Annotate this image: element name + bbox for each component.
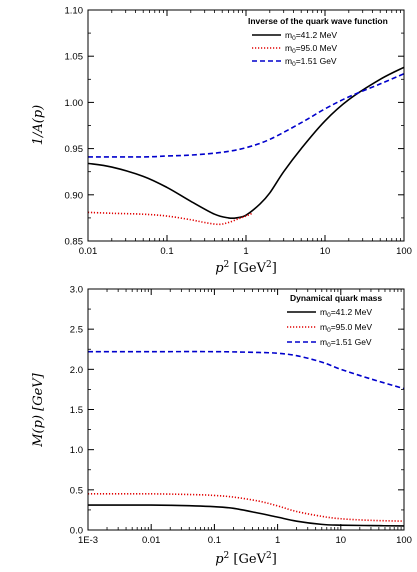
panel-1-legend-label-3: m0=1.51 GeV <box>285 56 337 68</box>
panel-2-y-tick-label: 0.5 <box>70 485 83 496</box>
panel-2: 1E-3 0.01 0.1 1 10 100 0.0 0.5 1.0 1.5 2.0 2.5 3.0 D… <box>31 285 412 568</box>
panel-2-legend-label-1: m0=41.2 MeV <box>320 307 372 319</box>
panel-1-marks <box>87 66 405 226</box>
panel-2-marks <box>87 350 405 527</box>
panel-1-y-tick-label: 1.10 <box>65 6 84 17</box>
panel-2-legend-label-2: m0=95.0 MeV <box>320 322 372 334</box>
panel-2-x-tick-label: 0.01 <box>142 535 161 546</box>
panel-2-y-tick-label: 1.5 <box>70 405 83 416</box>
panel-1-x-tick-label: 0.1 <box>160 246 173 257</box>
panel-1-y-tick-label: 0.95 <box>65 144 84 155</box>
panel-1-x-tick-label: 1 <box>243 246 248 257</box>
panel-2-y-tick-label: 2.5 <box>70 325 83 336</box>
panel-2-legend-title: Dynamical quark mass <box>290 293 382 303</box>
panel-2-legend-label-3: m0=1.51 GeV <box>320 337 372 349</box>
panel-1-x-tick-label: 0.01 <box>79 246 98 257</box>
panel-2-x-tick-label: 100 <box>396 535 412 546</box>
panel-1-legend-label-1: m0=41.2 MeV <box>285 30 337 42</box>
panel-1-series-3-line <box>87 73 405 158</box>
panel-1-series-2-line <box>87 211 253 226</box>
panel-2-y-tick-label: 2.0 <box>70 365 83 376</box>
panel-2-y-axis-label: M(p) [GeV] <box>31 372 46 447</box>
panel-1-y-tick-label: 1.00 <box>65 98 84 109</box>
panel-2-series-2-line <box>87 492 405 522</box>
panel-1-legend-title: Inverse of the quark wave function <box>248 16 388 26</box>
panel-1-x-axis-label: p2 [GeV2] <box>215 260 277 276</box>
panel-1-ticks: 0.01 0.1 1 10 100 0.85 0.90 0.95 1.00 1.05 1.10 <box>65 6 412 258</box>
panel-2-x-tick-label: 1E-3 <box>78 535 98 546</box>
panel-1-y-tick-label: 0.90 <box>65 190 84 201</box>
panel-1-legend: Inverse of the quark wave function m0=41… <box>248 16 388 68</box>
panel-2-x-tick-label: 0.1 <box>208 535 221 546</box>
panel-2-ticks: 1E-3 0.01 0.1 1 10 100 0.0 0.5 1.0 1.5 2.0 2.5 3.0 <box>70 285 412 547</box>
panel-1-y-tick-label: 0.85 <box>65 237 84 248</box>
panel-2-series-3-line <box>88 350 405 390</box>
panel-2-y-tick-label: 3.0 <box>70 285 83 296</box>
panel-2-y-tick-label: 1.0 <box>70 445 83 456</box>
panel-2-y-tick-label: 0.0 <box>70 526 83 537</box>
panel-1-x-tick-label: 10 <box>320 246 331 257</box>
panel-1-x-tick-label: 100 <box>396 246 412 257</box>
panel-2-x-tick-label: 1 <box>275 535 280 546</box>
panel-1-y-axis-label: 1/A(p) <box>31 105 46 146</box>
panel-2-x-axis-label: p2 [GeV2] <box>215 551 277 567</box>
panel-1-legend-label-2: m0=95.0 MeV <box>285 43 337 55</box>
panel-2-x-tick-label: 10 <box>336 535 347 546</box>
panel-2-legend: Dynamical quark mass m0=41.2 MeV m0=95.0… <box>287 293 382 349</box>
panel-1-plot-frame <box>87 9 405 242</box>
panel-1-y-tick-label: 1.05 <box>65 52 84 63</box>
panel-1: 0.01 0.1 1 10 100 0.85 0.90 0.95 1.00 1.05 1.10 In… <box>31 6 412 277</box>
panel-1-series-1-line <box>87 66 405 220</box>
panel-2-series-1-line <box>87 504 405 527</box>
